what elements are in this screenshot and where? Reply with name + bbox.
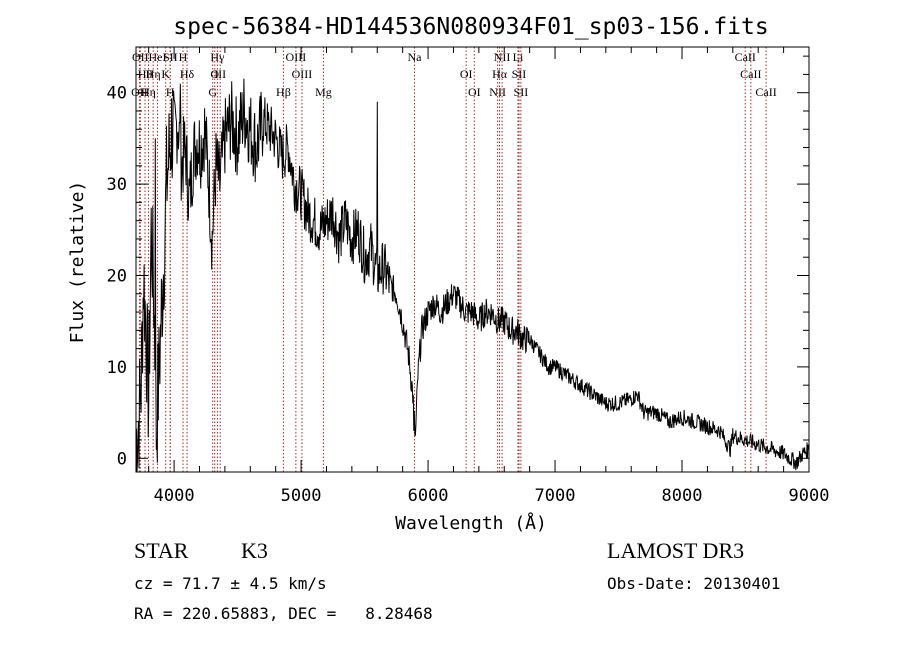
line-marker-label: NII <box>489 85 506 99</box>
x-tick-label: 6000 <box>408 486 449 506</box>
line-marker-label: H <box>166 85 175 99</box>
x-tick-label: 9000 <box>789 486 830 506</box>
line-marker-label: Hδ <box>180 67 195 81</box>
y-tick-label: 30 <box>107 175 127 195</box>
y-tick-label: 20 <box>107 266 127 286</box>
coordinates-label: RA = 220.65883, DEC = 8.28468 <box>134 604 433 623</box>
line-marker-label: Mg <box>315 85 332 99</box>
line-marker-label: Hα <box>492 67 508 81</box>
spectrum-series <box>135 78 810 473</box>
line-marker-label: OIII <box>286 50 307 64</box>
line-marker-label: HeI <box>148 50 166 64</box>
line-marker-label: SII <box>512 67 527 81</box>
x-tick-label: 4000 <box>154 486 195 506</box>
line-marker-label: CaII <box>735 50 756 64</box>
class-label: STAR <box>134 538 189 563</box>
line-marker-label: CaII <box>740 67 761 81</box>
spectral-line-markers: OIIOIIHθHηHηHeIKHSIIHδHGOHγIIIHβOIIIOIII… <box>131 47 777 472</box>
line-marker-label: III <box>214 67 226 81</box>
x-tick-label: 5000 <box>281 486 322 506</box>
line-marker-label: Li <box>513 50 524 64</box>
x-tick-label: 7000 <box>535 486 576 506</box>
spectrum-line <box>135 78 810 473</box>
x-axis-label: Wavelength (Å) <box>395 512 547 534</box>
y-tick-label: 40 <box>107 84 127 104</box>
redshift-label: cz = 71.7 ± 4.5 km/s <box>134 574 327 593</box>
obs-date-label: Obs-Date: 20130401 <box>607 574 781 593</box>
subclass-label: K3 <box>241 538 268 563</box>
line-marker-label: OIII <box>292 67 313 81</box>
line-marker-label: SII <box>163 50 178 64</box>
line-marker-label: Na <box>407 50 422 64</box>
line-marker-label: K <box>161 67 170 81</box>
line-marker-label: OI <box>468 85 481 99</box>
line-marker-label: OII <box>132 50 149 64</box>
line-marker-label: G <box>208 85 217 99</box>
y-tick-label: 10 <box>107 358 127 378</box>
line-marker-label: CaII <box>755 85 776 99</box>
plot-frame <box>135 46 810 473</box>
line-marker-label: Hγ <box>210 50 225 64</box>
line-marker-label: OI <box>460 67 473 81</box>
line-marker-label: NII <box>494 50 511 64</box>
y-axis-label: Flux (relative) <box>67 181 88 344</box>
y-tick-label: 0 <box>117 449 127 469</box>
chart-title: spec-56384-HD144536N080934F01_sp03-156.f… <box>173 14 768 40</box>
line-marker-label: Hη <box>141 85 156 99</box>
line-marker-label: H <box>179 50 188 64</box>
line-marker-label: Hθ <box>138 67 153 81</box>
plot-axes: 4000 5000 6000 7000 8000 9000 0 10 20 30 40 <box>107 46 830 506</box>
line-marker-label: Hη <box>146 67 161 81</box>
line-marker-label: SII <box>514 85 529 99</box>
survey-label: LAMOST DR3 <box>607 538 745 563</box>
x-tick-label: 8000 <box>662 486 703 506</box>
line-marker-label: O <box>210 67 219 81</box>
line-marker-label: Hβ <box>276 85 291 99</box>
line-marker-label: OII <box>131 85 148 99</box>
